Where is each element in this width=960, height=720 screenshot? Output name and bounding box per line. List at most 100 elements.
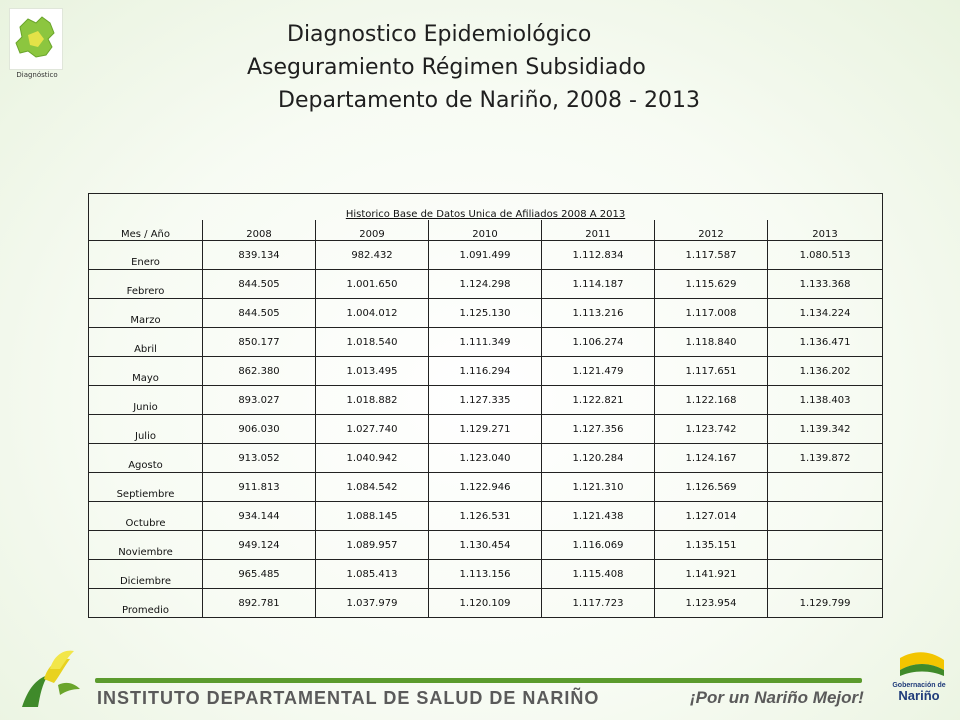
table-row: Mayo 862.380 1.013.495 1.116.294 1.121.479 1.… <box>88 356 884 386</box>
table-cell: 1.126.531 <box>428 501 542 531</box>
table-row: Febrero 844.505 1.001.650 1.124.298 1.114.18… <box>88 269 884 299</box>
table-cell: 892.781 <box>202 588 316 618</box>
table-cell: 1.001.650 <box>315 269 429 299</box>
institute-name: INSTITUTO DEPARTAMENTAL DE SALUD DE NARI… <box>97 688 600 708</box>
table-cell: 934.144 <box>202 501 316 531</box>
table-cell: 1.139.342 <box>766 414 884 444</box>
table-cell: 850.177 <box>202 327 316 357</box>
table-cell: 1.111.349 <box>428 327 542 357</box>
gobernacion-big: Nariño <box>898 688 940 703</box>
table-cell <box>766 530 884 560</box>
table-row: Abril 850.177 1.018.540 1.111.349 1.106.274 1… <box>88 327 884 357</box>
table-cell: 1.127.335 <box>428 385 542 415</box>
table-cell: 1.112.834 <box>541 240 655 270</box>
table-row: Septiembre 911.813 1.084.542 1.122.946 1.121… <box>88 472 884 502</box>
table-row: Julio 906.030 1.027.740 1.129.271 1.127.356 1… <box>88 414 884 444</box>
table-cell <box>766 472 884 502</box>
table-cell: 839.134 <box>202 240 316 270</box>
table-cell: 1.118.840 <box>654 327 768 357</box>
table-cell: 1.115.629 <box>654 269 768 299</box>
table-cell: 1.091.499 <box>428 240 542 270</box>
table-cell: 1.122.821 <box>541 385 655 415</box>
table-cell: 949.124 <box>202 530 316 560</box>
table-cell: 1.136.471 <box>766 327 884 357</box>
table-cell: 1.127.014 <box>654 501 768 531</box>
table-cell: 965.485 <box>202 559 316 589</box>
column-header: Mes / Año <box>88 220 203 241</box>
column-header: 2013 <box>766 220 884 241</box>
table-cell: 1.115.408 <box>541 559 655 589</box>
row-label: Marzo <box>88 298 203 328</box>
table-row: Agosto 913.052 1.040.942 1.123.040 1.120.284… <box>88 443 884 473</box>
table-cell: 1.117.723 <box>541 588 655 618</box>
table-cell: 1.133.368 <box>766 269 884 299</box>
row-label: Agosto <box>88 443 203 473</box>
table-cell: 1.085.413 <box>315 559 429 589</box>
table-cell: 1.125.130 <box>428 298 542 328</box>
page-title-line2: Aseguramiento Régimen Subsidiado <box>247 55 646 80</box>
table-cell <box>766 559 884 589</box>
table-cell: 1.117.008 <box>654 298 768 328</box>
table-row: Noviembre 949.124 1.089.957 1.130.454 1.116.… <box>88 530 884 560</box>
table-cell: 862.380 <box>202 356 316 386</box>
table-cell: 1.018.540 <box>315 327 429 357</box>
department-map-logo <box>9 8 63 70</box>
logo-caption: Diagnóstico <box>16 71 58 79</box>
page-title-line1: Diagnostico Epidemiológico <box>287 22 592 47</box>
table-cell: 1.114.187 <box>541 269 655 299</box>
table-cell: 1.084.542 <box>315 472 429 502</box>
table-cell: 1.135.151 <box>654 530 768 560</box>
table-cell: 1.138.403 <box>766 385 884 415</box>
row-label: Julio <box>88 414 203 444</box>
table-cell: 1.121.438 <box>541 501 655 531</box>
table-header-row: Mes / Año 2008 2009 2010 2011 2012 2013 <box>88 220 884 241</box>
table-cell <box>766 501 884 531</box>
column-header: 2010 <box>428 220 542 241</box>
row-label: Diciembre <box>88 559 203 589</box>
table-cell: 1.129.271 <box>428 414 542 444</box>
table-cell: 1.018.882 <box>315 385 429 415</box>
column-header: 2009 <box>315 220 429 241</box>
table-cell: 1.117.587 <box>654 240 768 270</box>
column-header: 2008 <box>202 220 316 241</box>
map-icon <box>15 16 55 58</box>
table-cell: 1.124.298 <box>428 269 542 299</box>
row-label: Febrero <box>88 269 203 299</box>
table-cell: 1.027.740 <box>315 414 429 444</box>
row-label: Octubre <box>88 501 203 531</box>
table-cell: 906.030 <box>202 414 316 444</box>
row-label: Mayo <box>88 356 203 386</box>
bird-icon <box>22 650 80 707</box>
table-cell: 1.120.109 <box>428 588 542 618</box>
table-row: Enero 839.134 982.432 1.091.499 1.112.834 1.1… <box>88 240 884 270</box>
table-cell: 1.121.479 <box>541 356 655 386</box>
table-cell: 893.027 <box>202 385 316 415</box>
table-row: Promedio 892.781 1.037.979 1.120.109 1.117.7… <box>88 588 884 618</box>
table-cell: 1.123.040 <box>428 443 542 473</box>
page-title-line3: Departamento de Nariño, 2008 - 2013 <box>278 88 700 113</box>
table-cell: 1.116.294 <box>428 356 542 386</box>
table-cell: 1.127.356 <box>541 414 655 444</box>
table-cell: 1.113.156 <box>428 559 542 589</box>
table-cell: 1.130.454 <box>428 530 542 560</box>
row-label: Septiembre <box>88 472 203 502</box>
row-label: Noviembre <box>88 530 203 560</box>
table-cell: 1.136.202 <box>766 356 884 386</box>
affiliates-table: Historico Base de Datos Unica de Afiliad… <box>87 193 884 618</box>
table-cell: 913.052 <box>202 443 316 473</box>
table-cell: 911.813 <box>202 472 316 502</box>
institute-bird-logo <box>14 645 88 711</box>
table-row: Junio 893.027 1.018.882 1.127.335 1.122.821 1… <box>88 385 884 415</box>
gobernacion-caption: Gobernación de Nariño <box>884 682 954 702</box>
table-cell: 982.432 <box>315 240 429 270</box>
table-cell: 1.117.651 <box>654 356 768 386</box>
table-caption-row: Historico Base de Datos Unica de Afiliad… <box>87 193 884 220</box>
table-cell: 1.080.513 <box>766 240 884 270</box>
table-cell: 844.505 <box>202 269 316 299</box>
table-cell: 1.122.168 <box>654 385 768 415</box>
table-cell: 1.139.872 <box>766 443 884 473</box>
table-cell: 1.123.954 <box>654 588 768 618</box>
column-header: 2012 <box>654 220 768 241</box>
table-cell: 1.013.495 <box>315 356 429 386</box>
table-cell: 1.123.742 <box>654 414 768 444</box>
